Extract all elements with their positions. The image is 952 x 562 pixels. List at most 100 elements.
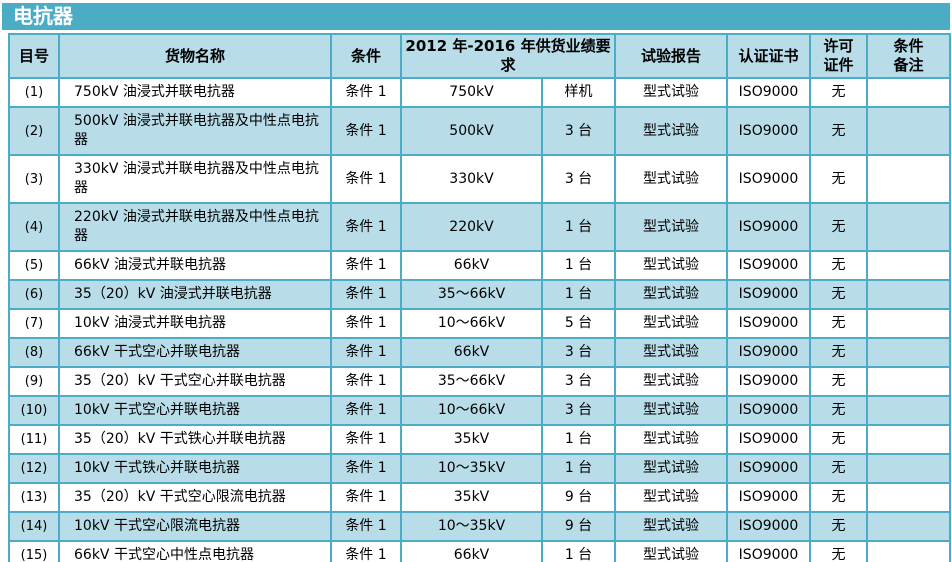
col-header-goods-name: 货物名称 <box>58 33 332 79</box>
table-row: (7) 10kV 油浸式并联电抗器 条件 1 10～66kV 5 台 型式试验 … <box>8 308 952 339</box>
cell-remark <box>866 154 952 204</box>
cell-goods-name: 10kV 干式空心并联电抗器 <box>58 395 332 426</box>
cell-remark <box>866 453 952 484</box>
section-title-bar: 电抗器 <box>2 3 950 30</box>
col-header-condition-remark: 条件 备注 <box>866 33 952 79</box>
col-header-test-report: 试验报告 <box>614 33 729 79</box>
cell-test-report: 型式试验 <box>614 511 729 542</box>
cell-condition: 条件 1 <box>330 77 402 108</box>
cell-goods-name: 10kV 油浸式并联电抗器 <box>58 308 332 339</box>
cell-quantity: 1 台 <box>540 424 617 455</box>
table-row: (9) 35（20）kV 干式空心并联电抗器 条件 1 35～66kV 3 台 … <box>8 366 952 397</box>
cell-condition: 条件 1 <box>330 337 402 368</box>
cell-goods-name: 500kV 油浸式并联电抗器及中性点电抗器 <box>58 106 332 156</box>
cell-condition: 条件 1 <box>330 202 402 252</box>
cell-quantity: 样机 <box>540 77 617 108</box>
cell-quantity: 9 台 <box>540 511 617 542</box>
cell-quantity: 5 台 <box>540 308 617 339</box>
cell-license: 无 <box>809 154 869 204</box>
cell-remark <box>866 106 952 156</box>
cell-test-report: 型式试验 <box>614 250 729 281</box>
cell-certification: ISO9000 <box>726 453 812 484</box>
cell-license: 无 <box>809 366 869 397</box>
cell-quantity: 3 台 <box>540 106 617 156</box>
cell-certification: ISO9000 <box>726 106 812 156</box>
cell-voltage: 66kV <box>400 250 543 281</box>
cell-item-no: (11) <box>8 424 60 455</box>
cell-certification: ISO9000 <box>726 337 812 368</box>
cell-voltage: 330kV <box>400 154 543 204</box>
cell-voltage: 35～66kV <box>400 366 543 397</box>
table-row: (6) 35（20）kV 油浸式并联电抗器 条件 1 35～66kV 1 台 型… <box>8 279 952 310</box>
cell-remark <box>866 308 952 339</box>
cell-certification: ISO9000 <box>726 482 812 513</box>
cell-condition: 条件 1 <box>330 511 402 542</box>
cell-voltage: 10～35kV <box>400 511 543 542</box>
cell-certification: ISO9000 <box>726 279 812 310</box>
cell-item-no: (12) <box>8 453 60 484</box>
cell-voltage: 10～35kV <box>400 453 543 484</box>
cell-test-report: 型式试验 <box>614 337 729 368</box>
cell-test-report: 型式试验 <box>614 366 729 397</box>
cell-remark <box>866 424 952 455</box>
table-row: (10) 10kV 干式空心并联电抗器 条件 1 10～66kV 3 台 型式试… <box>8 395 952 426</box>
cell-certification: ISO9000 <box>726 154 812 204</box>
cell-voltage: 750kV <box>400 77 543 108</box>
cell-license: 无 <box>809 250 869 281</box>
cell-license: 无 <box>809 337 869 368</box>
cell-item-no: (2) <box>8 106 60 156</box>
cell-license: 无 <box>809 395 869 426</box>
table-body: (1) 750kV 油浸式并联电抗器 条件 1 750kV 样机 型式试验 IS… <box>8 77 952 562</box>
cell-goods-name: 750kV 油浸式并联电抗器 <box>58 77 332 108</box>
table-row: (8) 66kV 干式空心并联电抗器 条件 1 66kV 3 台 型式试验 IS… <box>8 337 952 368</box>
cell-test-report: 型式试验 <box>614 540 729 562</box>
cell-test-report: 型式试验 <box>614 453 729 484</box>
cell-condition: 条件 1 <box>330 250 402 281</box>
cell-test-report: 型式试验 <box>614 202 729 252</box>
cell-quantity: 1 台 <box>540 453 617 484</box>
cell-goods-name: 35（20）kV 油浸式并联电抗器 <box>58 279 332 310</box>
cell-voltage: 10～66kV <box>400 308 543 339</box>
cell-test-report: 型式试验 <box>614 424 729 455</box>
table-row: (11) 35（20）kV 干式铁心并联电抗器 条件 1 35kV 1 台 型式… <box>8 424 952 455</box>
cell-goods-name: 35（20）kV 干式铁心并联电抗器 <box>58 424 332 455</box>
table-row: (13) 35（20）kV 干式空心限流电抗器 条件 1 35kV 9 台 型式… <box>8 482 952 513</box>
cell-quantity: 1 台 <box>540 279 617 310</box>
cell-condition: 条件 1 <box>330 279 402 310</box>
cell-item-no: (5) <box>8 250 60 281</box>
cell-voltage: 220kV <box>400 202 543 252</box>
cell-voltage: 500kV <box>400 106 543 156</box>
cell-condition: 条件 1 <box>330 453 402 484</box>
cell-goods-name: 10kV 干式铁心并联电抗器 <box>58 453 332 484</box>
cell-certification: ISO9000 <box>726 366 812 397</box>
cell-test-report: 型式试验 <box>614 308 729 339</box>
cell-condition: 条件 1 <box>330 395 402 426</box>
cell-quantity: 3 台 <box>540 154 617 204</box>
table-row: (1) 750kV 油浸式并联电抗器 条件 1 750kV 样机 型式试验 IS… <box>8 77 952 108</box>
cell-test-report: 型式试验 <box>614 482 729 513</box>
table-row: (4) 220kV 油浸式并联电抗器及中性点电抗器 条件 1 220kV 1 台… <box>8 202 952 252</box>
cell-quantity: 3 台 <box>540 366 617 397</box>
cell-item-no: (7) <box>8 308 60 339</box>
cell-quantity: 1 台 <box>540 250 617 281</box>
cell-voltage: 66kV <box>400 540 543 562</box>
cell-goods-name: 220kV 油浸式并联电抗器及中性点电抗器 <box>58 202 332 252</box>
cell-license: 无 <box>809 308 869 339</box>
cell-quantity: 9 台 <box>540 482 617 513</box>
cell-voltage: 35kV <box>400 424 543 455</box>
cell-voltage: 35～66kV <box>400 279 543 310</box>
table-row: (14) 10kV 干式空心限流电抗器 条件 1 10～35kV 9 台 型式试… <box>8 511 952 542</box>
table-row: (12) 10kV 干式铁心并联电抗器 条件 1 10～35kV 1 台 型式试… <box>8 453 952 484</box>
cell-item-no: (3) <box>8 154 60 204</box>
cell-license: 无 <box>809 106 869 156</box>
cell-certification: ISO9000 <box>726 202 812 252</box>
cell-license: 无 <box>809 540 869 562</box>
col-header-item-no: 目号 <box>8 33 60 79</box>
cell-quantity: 3 台 <box>540 395 617 426</box>
cell-condition: 条件 1 <box>330 154 402 204</box>
cell-item-no: (8) <box>8 337 60 368</box>
section-title: 电抗器 <box>13 4 73 28</box>
cell-license: 无 <box>809 453 869 484</box>
reactor-table: 目号 货物名称 条件 2012 年-2016 年供货业绩要求 试验报告 认证证书… <box>8 33 952 562</box>
col-header-license: 许可 证件 <box>809 33 869 79</box>
